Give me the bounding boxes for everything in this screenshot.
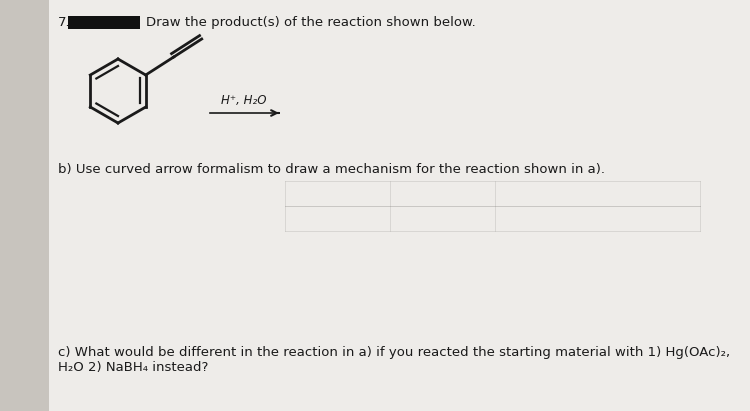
- Text: Draw the product(s) of the reaction shown below.: Draw the product(s) of the reaction show…: [146, 16, 476, 29]
- Text: c) What would be different in the reaction in a) if you reacted the starting mat: c) What would be different in the reacti…: [58, 346, 730, 359]
- Text: b) Use curved arrow formalism to draw a mechanism for the reaction shown in a).: b) Use curved arrow formalism to draw a …: [58, 163, 605, 176]
- Text: H⁺, H₂O: H⁺, H₂O: [221, 94, 267, 107]
- Bar: [68, 16, 140, 29]
- Text: 7.: 7.: [58, 16, 70, 29]
- Text: H₂O 2) NaBH₄ instead?: H₂O 2) NaBH₄ instead?: [58, 361, 208, 374]
